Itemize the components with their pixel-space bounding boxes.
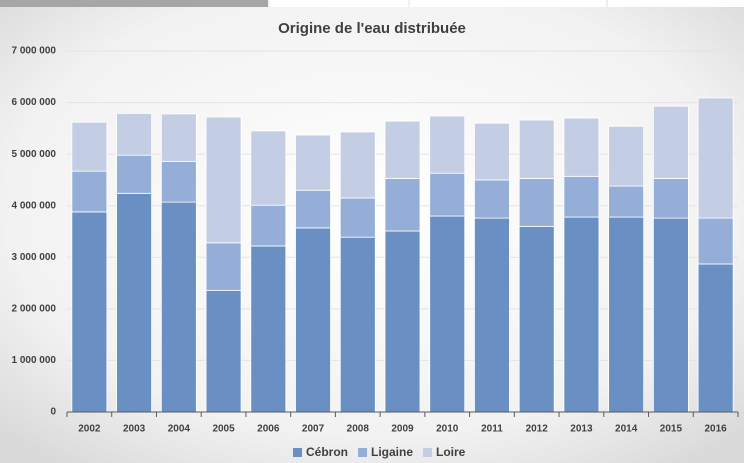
bar-segment [474,217,510,413]
bar-segment [518,119,555,179]
legend-label: Cébron [306,445,348,459]
x-tick-label: 2007 [302,424,325,435]
x-tick-label: 2004 [168,424,191,435]
y-tick-label: 0 [50,407,56,418]
bar-segment [295,227,331,413]
bar-segment [116,192,152,413]
bar-segment [653,105,689,179]
y-tick-label: 1 000 000 [12,355,57,366]
x-tick-label: 2015 [660,424,683,435]
tab-strip [270,0,408,7]
bar-segment [474,122,510,181]
x-tick-label: 2012 [526,424,549,435]
bar-segment [653,217,689,413]
bar-segment [429,172,466,217]
legend-swatch [358,448,367,457]
bar-segment [697,263,734,413]
bar-segment [295,134,331,191]
bar-segment [160,113,197,162]
bar-segment [518,177,555,227]
legend-swatch [293,448,302,457]
bar-segment [116,154,152,194]
x-tick-label: 2005 [212,424,235,435]
bar-segment [697,97,734,219]
bar-segment [160,160,197,203]
y-tick-label: 5 000 000 [12,149,57,160]
bar-segment [563,117,600,177]
bar-segment [205,116,242,244]
bar-segment [474,179,510,219]
bar-segment [71,211,108,413]
bar-segment [518,225,555,413]
x-tick-label: 2014 [615,424,638,435]
legend-label: Ligaine [371,445,413,459]
bar-segment [608,185,645,218]
x-tick-label: 2011 [481,424,503,435]
bar-segment [384,177,421,232]
bar-segment [116,113,152,156]
bar-segment [250,130,287,206]
bar-segment [608,125,645,187]
bar-segment [205,289,242,413]
tab-strip [608,0,744,7]
x-tick-label: 2013 [570,424,593,435]
x-tick-label: 2003 [123,424,146,435]
bar-segment [697,217,734,265]
bar-segment [608,216,645,413]
bar-segment [339,131,376,199]
bar-segment [250,245,287,413]
chart-title: Origine de l'eau distribuée [278,20,466,37]
x-tick-label: 2016 [705,424,728,435]
bar-segment [563,216,600,413]
bar-segment [384,120,421,179]
x-tick-label: 2002 [78,424,101,435]
y-tick-label: 2 000 000 [12,303,57,314]
y-tick-label: 7 000 000 [12,46,57,57]
bar-segment [205,242,242,291]
tab-strip [410,0,606,7]
bar-segment [295,189,331,229]
tab-strip [0,0,268,7]
legend-label: Loire [436,445,466,459]
legend-swatch [423,448,433,457]
x-tick-label: 2009 [391,424,414,435]
bar-segment [339,236,376,413]
x-tick-label: 2010 [436,424,459,435]
y-tick-label: 4 000 000 [12,200,57,211]
x-tick-label: 2006 [257,424,280,435]
bar-segment [339,197,376,238]
bar-segment [250,204,287,247]
y-tick-label: 6 000 000 [12,97,57,108]
bar-segment [71,121,108,172]
bar-segment [653,177,689,219]
bar-segment [429,215,466,413]
bar-segment [563,175,600,218]
bar-segment [160,201,197,413]
x-tick-label: 2008 [347,424,370,435]
bar-segment [384,230,421,413]
bar-segment [429,115,466,174]
y-tick-label: 3 000 000 [12,252,57,263]
bar-segment [71,170,108,213]
